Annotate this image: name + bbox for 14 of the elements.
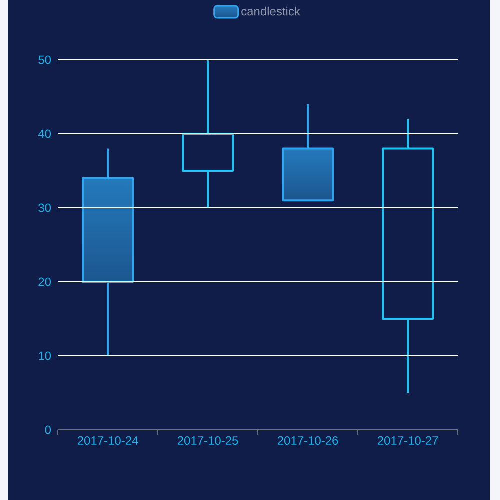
y-tick-label: 0	[45, 426, 52, 434]
x-tick-label: 2017-10-24	[78, 436, 138, 446]
x-tick-label: 2017-10-26	[278, 436, 338, 446]
y-tick-label: 10	[39, 352, 52, 360]
candlestick	[382, 118, 434, 394]
x-tick-label: 2017-10-27	[378, 436, 438, 446]
legend-label: candlestick	[242, 6, 300, 16]
y-tick-label: 30	[38, 204, 52, 212]
y-tick-label: 50	[38, 56, 52, 64]
candlestick	[82, 148, 134, 357]
y-tick-label: 40	[38, 130, 52, 138]
candlestick	[182, 60, 234, 209]
x-tick-label: 2017-10-25	[178, 436, 238, 446]
y-tick-label: 20	[38, 278, 52, 286]
